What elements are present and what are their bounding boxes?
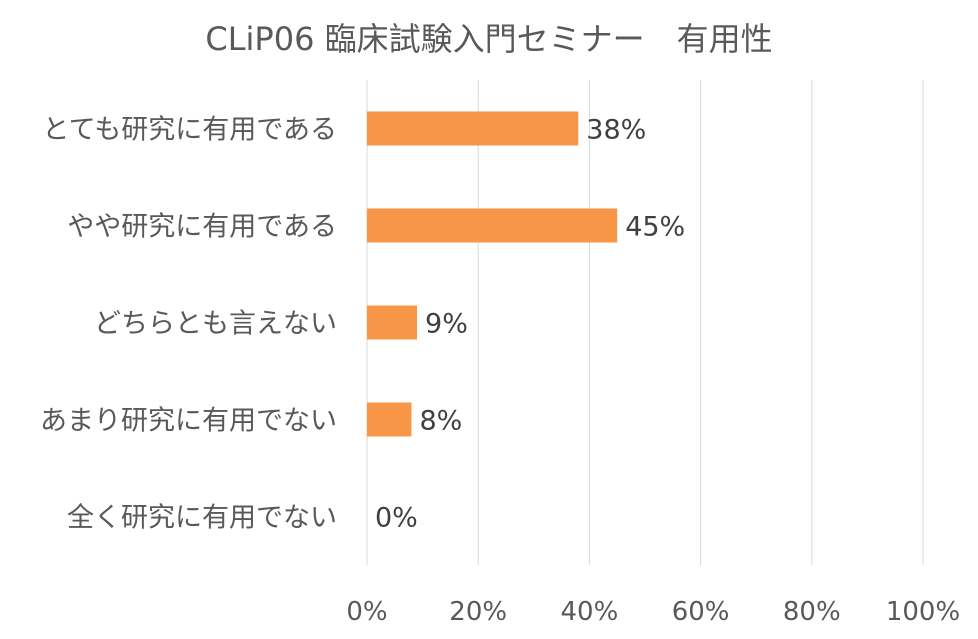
category-label: とても研究に有用である: [42, 115, 337, 146]
data-label: 38%: [586, 115, 646, 146]
category-label: どちらとも言えない: [94, 309, 337, 340]
x-tick-label: 0%: [346, 597, 387, 627]
data-label: 8%: [419, 406, 462, 437]
data-label: 45%: [625, 212, 685, 243]
category-label: やや研究に有用である: [67, 212, 337, 243]
chart-title: CLiP06 臨床試験入門セミナー 有用性: [205, 20, 773, 58]
bar: [367, 111, 579, 146]
x-tick-label: 60%: [672, 597, 730, 627]
bar: [367, 305, 418, 340]
bar: [367, 208, 618, 243]
x-tick-label: 20%: [449, 597, 507, 627]
data-label: 9%: [425, 309, 468, 340]
x-tick-label: 80%: [783, 597, 841, 627]
x-tick-label: 40%: [561, 597, 619, 627]
bar: [367, 402, 412, 437]
category-label: あまり研究に有用でない: [40, 406, 337, 437]
category-label: 全く研究に有用でない: [67, 503, 337, 534]
data-label: 0%: [375, 503, 418, 534]
x-tick-label: 100%: [886, 597, 960, 627]
